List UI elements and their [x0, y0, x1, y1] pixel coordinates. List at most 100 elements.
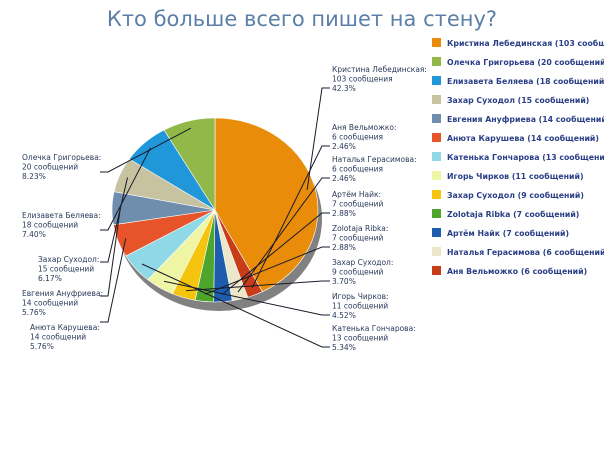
legend-label: Наталья Герасимова (6 сообщений)	[447, 248, 604, 257]
slice-label-pct: 4.52%	[332, 311, 356, 320]
slice-label-value: 7 сообщений	[332, 234, 384, 243]
slice-label-name: Елизавета Беляева:	[22, 211, 101, 220]
slice-label-name: Захар Суходол:	[38, 255, 99, 264]
legend-swatch	[432, 95, 441, 104]
slice-label-name: Игорь Чирков:	[332, 292, 389, 301]
legend-item-11: Наталья Герасимова (6 сообщений)	[432, 247, 604, 257]
slice-label-pct: 2.88%	[332, 209, 356, 218]
slice-label-name: Евгения Ануфриева:	[22, 289, 103, 298]
legend-swatch	[432, 247, 441, 256]
legend-label: Аня Вельможко (6 сообщений)	[447, 267, 587, 276]
slice-label-name: Катенька Гончарова:	[332, 324, 416, 333]
slice-label-value: 18 сообщений	[22, 221, 78, 230]
leader-line-0	[306, 87, 330, 190]
slice-label-pct: 6.17%	[38, 274, 62, 283]
slice-label-value: 9 сообщений	[332, 268, 384, 277]
legend-label: Артём Найк (7 сообщений)	[447, 229, 569, 238]
legend-swatch	[432, 209, 441, 218]
legend-item-5: Анюта Карушева (14 сообщений)	[432, 133, 599, 143]
legend-item-2: Елизавета Беляева (18 сообщений)	[432, 76, 604, 86]
slice-label-name: Zolotaja Ribka:	[332, 224, 388, 233]
slice-label-pct: 2.46%	[332, 142, 356, 151]
leader-line-8	[100, 238, 127, 323]
legend-item-0: Кристина Лебединская (103 сообщения)	[432, 38, 604, 48]
legend-label: Игорь Чирков (11 сообщений)	[447, 172, 584, 181]
slice-label-value: 11 сообщений	[332, 302, 388, 311]
slice-label-pct: 8.23%	[22, 172, 46, 181]
slice-label-name: Кристина Лебединская:	[332, 65, 427, 74]
legend-label: Евгения Ануфриева (14 сообщений)	[447, 115, 604, 124]
legend-item-4: Евгения Ануфриева (14 сообщений)	[432, 114, 604, 124]
legend-label: Захар Суходол (9 сообщений)	[447, 191, 584, 200]
legend-item-7: Игорь Чирков (11 сообщений)	[432, 171, 584, 181]
pie-leader-lines	[100, 87, 330, 348]
slice-label-value: 14 сообщений	[30, 333, 86, 342]
legend-label: Анюта Карушева (14 сообщений)	[447, 134, 599, 143]
slice-label-name: Анюта Карушева:	[30, 323, 100, 332]
slice-label-name: Олечка Григорьева:	[22, 153, 101, 162]
legend-label: Zolotaja Ribka (7 сообщений)	[447, 210, 579, 219]
slice-label-value: 13 сообщений	[332, 334, 388, 343]
slice-label-value: 20 сообщений	[22, 163, 78, 172]
legend-swatch	[432, 228, 441, 237]
slice-label-value: 6 сообщения	[332, 165, 383, 174]
legend-swatch	[432, 190, 441, 199]
legend-swatch	[432, 57, 441, 66]
legend-item-10: Артём Найк (7 сообщений)	[432, 228, 569, 238]
legend-swatch	[432, 266, 441, 275]
chart-title: Кто больше всего пишет на стену?	[107, 7, 497, 31]
legend-label: Захар Суходол (15 сообщений)	[447, 96, 589, 105]
slice-label-value: 14 сообщений	[22, 299, 78, 308]
slice-label-name: Захар Суходол:	[332, 258, 393, 267]
slice-label-value: 6 сообщения	[332, 133, 383, 142]
legend: Кристина Лебединская (103 сообщения) Олеч…	[432, 38, 604, 276]
slice-label-pct: 5.34%	[332, 343, 356, 352]
slice-label-pct: 2.46%	[332, 174, 356, 183]
leader-line-9	[100, 208, 121, 297]
pie-slice-12-олечка-григорьева	[163, 117, 216, 212]
legend-swatch	[432, 114, 441, 123]
leader-line-6	[163, 280, 330, 316]
slice-label-value: 7 сообщений	[332, 200, 384, 209]
legend-swatch	[432, 38, 441, 47]
slice-label-name: Аня Вельможко:	[332, 123, 397, 132]
legend-label: Катенька Гончарова (13 сообщений)	[447, 153, 604, 162]
legend-item-6: Катенька Гончарова (13 сообщений)	[432, 152, 604, 162]
slice-label-value: 103 сообщения	[332, 75, 393, 84]
slice-label-pct: 7.40%	[22, 230, 46, 239]
legend-item-12: Аня Вельможко (6 сообщений)	[432, 266, 587, 276]
legend-item-8: Захар Суходол (9 сообщений)	[432, 190, 584, 200]
legend-label: Кристина Лебединская (103 сообщения)	[447, 39, 604, 48]
legend-item-1: Олечка Григорьева (20 сообщений)	[432, 57, 604, 67]
pie-slices	[111, 117, 319, 303]
leader-line-5	[186, 280, 330, 292]
legend-item-9: Zolotaja Ribka (7 сообщений)	[432, 209, 579, 219]
legend-swatch	[432, 76, 441, 85]
leader-line-3	[221, 212, 330, 295]
legend-swatch	[432, 133, 441, 142]
legend-label: Олечка Григорьева (20 сообщений)	[447, 58, 604, 67]
leader-line-2	[237, 177, 330, 293]
leader-line-11	[100, 147, 151, 231]
slice-label-name: Наталья Герасимова:	[332, 155, 417, 164]
legend-swatch	[432, 152, 441, 161]
slice-label-pct: 2.88%	[332, 243, 356, 252]
leader-line-4	[205, 246, 330, 295]
slice-label-pct: 5.76%	[22, 308, 46, 317]
slice-label-pct: 42.3%	[332, 84, 356, 93]
leader-line-7	[141, 263, 330, 348]
slice-label-pct: 3.70%	[332, 277, 356, 286]
